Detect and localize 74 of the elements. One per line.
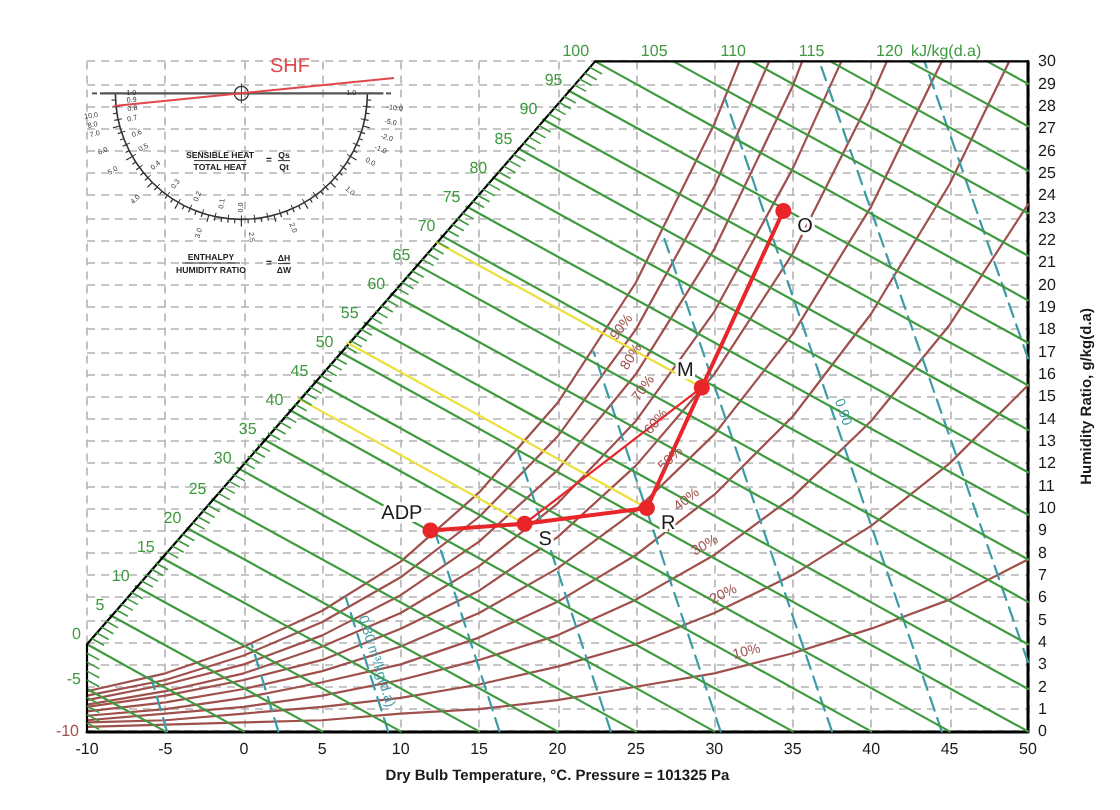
annotation: 5 [95, 596, 106, 615]
x-tick-label: 45 [940, 740, 960, 759]
y-tick-label: 3 [1038, 655, 1048, 674]
annotation: 30 [213, 448, 233, 467]
y-tick-label: 17 [1038, 342, 1057, 361]
x-tick-label: 15 [470, 740, 490, 759]
y-tick-label: 13 [1038, 432, 1057, 451]
y-tick-label: 23 [1038, 208, 1057, 227]
annotation: -5 [66, 669, 83, 688]
y-tick-label: 25 [1038, 164, 1057, 183]
y-tick-label: 0 [1038, 722, 1048, 741]
annotation: 100 [562, 42, 591, 61]
y-tick-label: 18 [1038, 320, 1057, 339]
annotation: 15 [136, 538, 156, 557]
annotation: 10 [111, 567, 131, 586]
y-tick-label: 20 [1038, 275, 1057, 294]
annotation: SHF [270, 55, 310, 78]
y-tick-label: 21 [1038, 253, 1057, 272]
y-tick-label: 19 [1038, 298, 1057, 317]
annotation: 60 [367, 274, 387, 293]
x-tick-label: 40 [862, 740, 882, 759]
x-tick-label: 5 [317, 740, 328, 759]
x-tick-label: 20 [548, 740, 568, 759]
annotation: R [660, 513, 676, 536]
annotation: 20 [163, 509, 183, 528]
x-tick-label: 0 [239, 740, 250, 759]
y-tick-label: 30 [1038, 52, 1057, 71]
annotation: 105 [640, 42, 669, 61]
y-tick-label: 10 [1038, 499, 1057, 518]
annotation: 65 [392, 245, 412, 264]
y-tick-label: 7 [1038, 566, 1048, 585]
y-tick-label: 4 [1038, 633, 1048, 652]
y-tick-label: 5 [1038, 610, 1048, 629]
y-tick-label: 12 [1038, 454, 1057, 473]
y-tick-label: 29 [1038, 74, 1057, 93]
y-tick-label: 28 [1038, 97, 1057, 116]
y-tick-label: 27 [1038, 119, 1057, 138]
annotation: -10 [55, 722, 81, 741]
x-tick-label: 50 [1019, 740, 1038, 759]
annotation: 85 [494, 129, 514, 148]
y-tick-label: 22 [1038, 231, 1057, 250]
y-tick-label: 11 [1038, 476, 1056, 495]
y-tick-label: 24 [1038, 186, 1057, 205]
y-tick-label: 1 [1038, 700, 1048, 719]
y-tick-label: 15 [1038, 387, 1057, 406]
annotation: 80 [469, 158, 489, 177]
annotation: 35 [238, 419, 258, 438]
x-tick-label: 35 [783, 740, 803, 759]
annotation: 50 [315, 332, 335, 351]
annotation: 75 [442, 187, 462, 206]
x-tick-label: -5 [158, 740, 174, 759]
y-tick-label: 16 [1038, 365, 1057, 384]
y-tick-label: 9 [1038, 521, 1048, 540]
y-tick-label: 6 [1038, 588, 1048, 607]
annotation: 120 [876, 42, 904, 61]
annotation: 110 [720, 42, 748, 61]
y-tick-label: 2 [1038, 677, 1048, 696]
annotation: 115 [798, 42, 826, 61]
y-tick-label: 14 [1038, 409, 1057, 428]
annotation: 25 [188, 480, 208, 499]
y-tick-label: 8 [1038, 543, 1048, 562]
x-tick-label: 25 [627, 740, 646, 759]
x-tick-label: 30 [705, 740, 725, 759]
annotation: 90 [519, 100, 539, 119]
annotation: 45 [290, 361, 310, 380]
annotation: 95 [544, 71, 564, 90]
x-tick-label: -10 [75, 740, 100, 759]
annotation: kJ/kg(d.a) [910, 42, 982, 61]
annotation: 40 [265, 390, 285, 409]
annotation: 55 [340, 303, 360, 322]
x-tick-label: 10 [391, 740, 411, 759]
annotation: 0 [72, 625, 83, 644]
y-tick-label: 26 [1038, 141, 1057, 160]
annotation: 70 [417, 216, 437, 235]
